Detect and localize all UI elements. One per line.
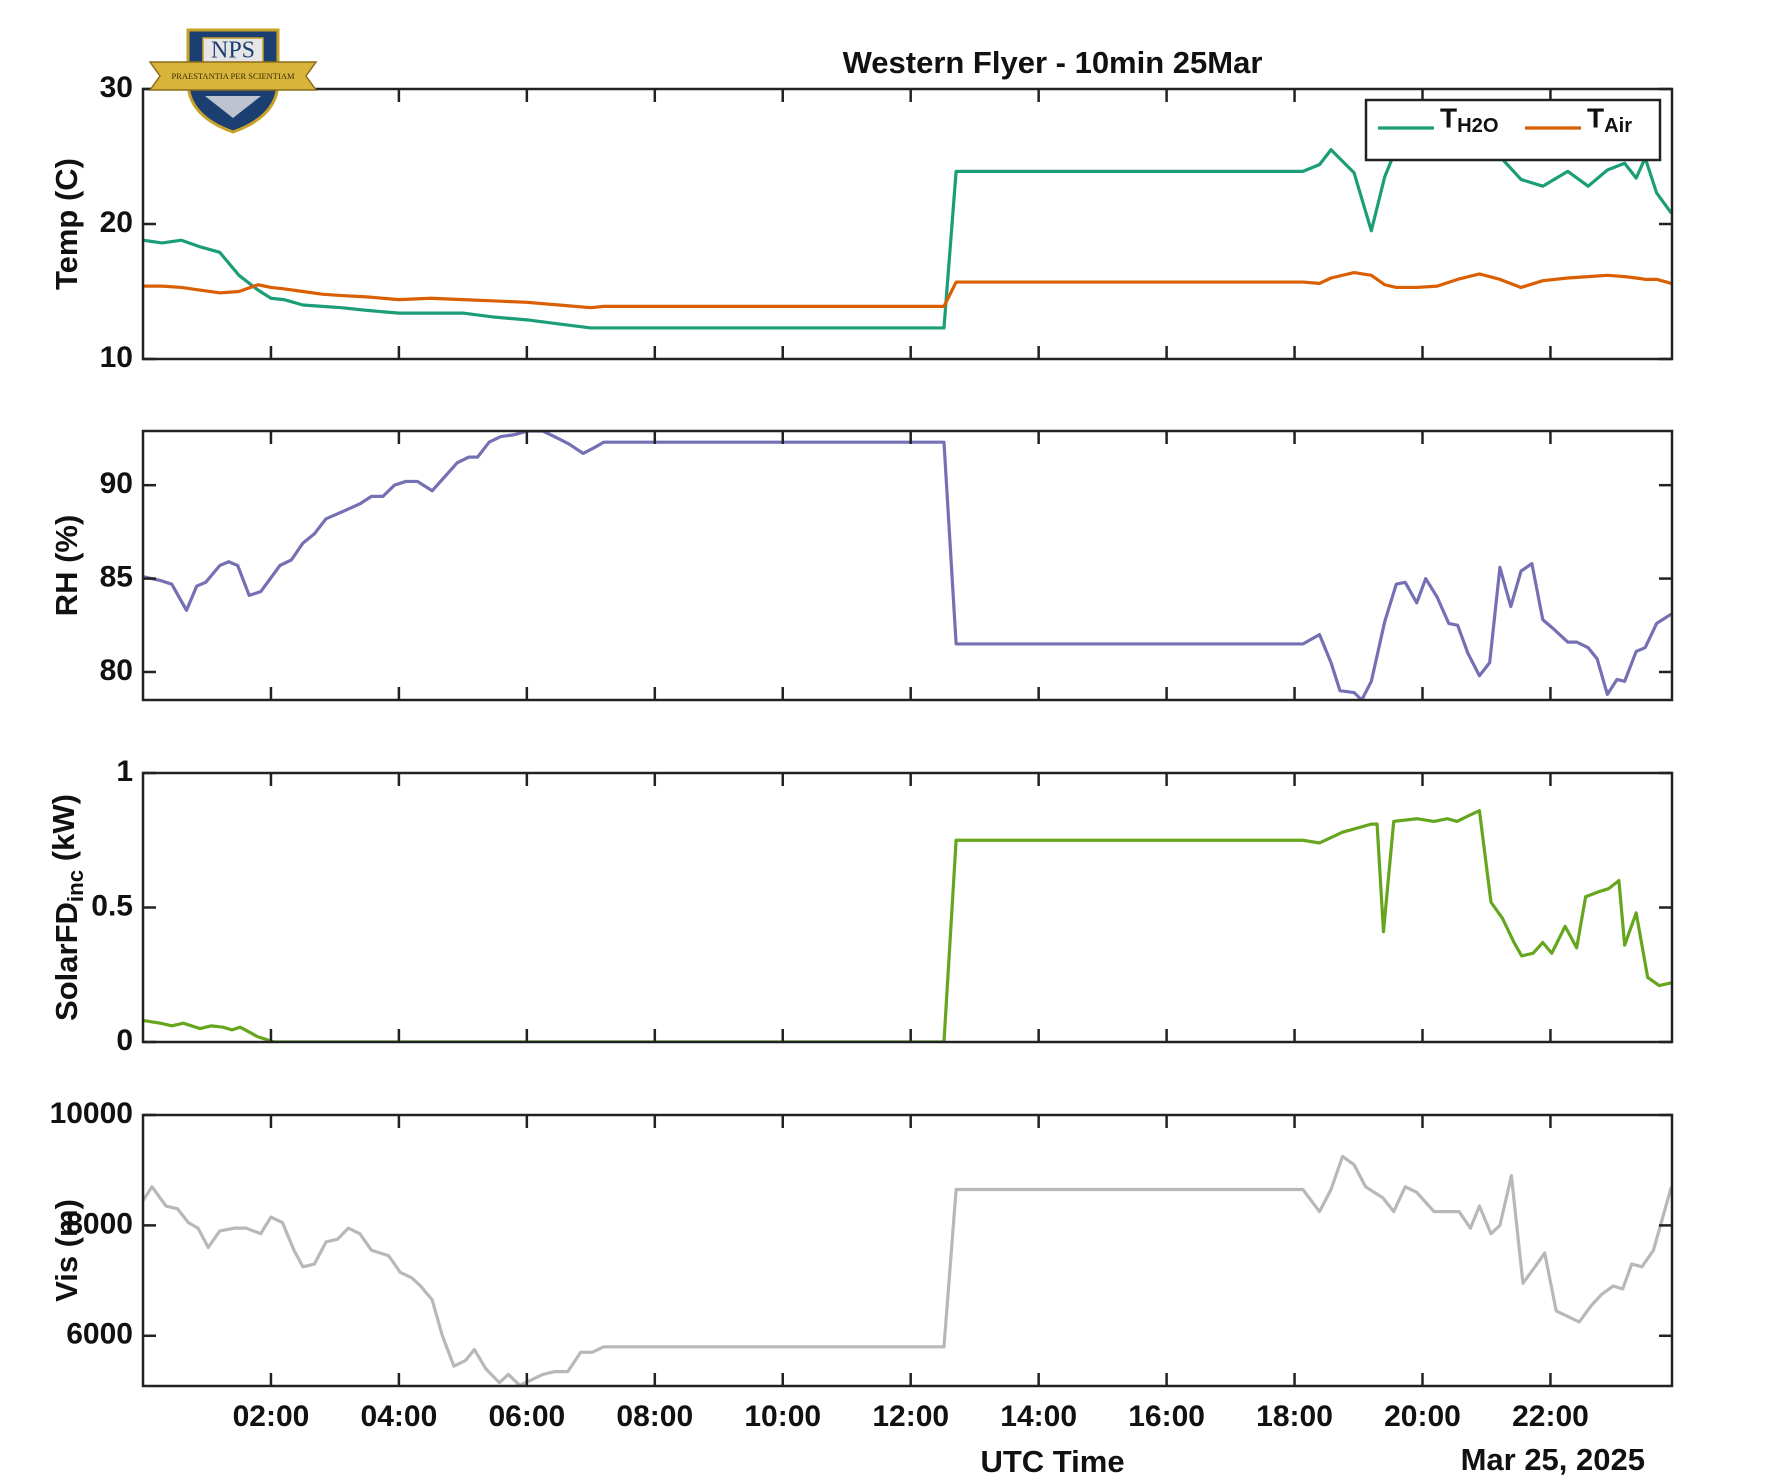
x-tick-label: 22:00 — [1512, 1400, 1589, 1433]
data-line — [143, 431, 1672, 700]
data-line — [143, 130, 1672, 330]
x-tick-label: 06:00 — [488, 1400, 565, 1433]
panel: 0 0.5 1 SolarFDinc (kW) — [46, 755, 1674, 1057]
legend-box — [1364, 98, 1662, 162]
logo: NPS PRAESTANTIA PER SCIENTIAM — [148, 28, 318, 134]
logo-text: NPS — [211, 38, 255, 64]
y-axis-label: SolarFDinc (kW) — [46, 794, 88, 1021]
x-tick-label: 08:00 — [616, 1400, 693, 1433]
axes-frame — [141, 429, 1674, 702]
y-tick-label: 30 — [100, 71, 133, 104]
chart-title: Western Flyer - 10min 25Mar — [843, 45, 1263, 80]
data-line — [143, 1154, 1672, 1386]
x-axis-label: UTC Time — [980, 1444, 1124, 1476]
x-tick-label: 16:00 — [1128, 1400, 1205, 1433]
y-tick-label: 85 — [100, 560, 133, 593]
y-tick-label: 0.5 — [91, 889, 133, 922]
x-tick-label: 18:00 — [1256, 1400, 1333, 1433]
x-tick-label: 02:00 — [233, 1400, 310, 1433]
plot-area — [143, 773, 1672, 1042]
plot-area — [143, 431, 1672, 700]
x-tick-label: 12:00 — [872, 1400, 949, 1433]
x-tick-label: 04:00 — [361, 1400, 438, 1433]
date-label: Mar 25, 2025 — [1461, 1442, 1645, 1476]
y-tick-label: 8000 — [66, 1207, 133, 1240]
y-tick-label: 6000 — [66, 1318, 133, 1351]
y-tick-label: 80 — [100, 654, 133, 687]
plot-area — [143, 1115, 1672, 1386]
y-tick-label: 0 — [116, 1024, 133, 1057]
y-axis-label: RH (%) — [49, 515, 84, 617]
data-line — [143, 271, 1672, 310]
y-axis-label: Vis (m) — [49, 1199, 84, 1302]
panel: 80 85 90 RH (%) — [49, 429, 1674, 702]
x-tick-label: 20:00 — [1384, 1400, 1461, 1433]
y-tick-label: 1 — [116, 755, 133, 788]
logo-emblem — [205, 96, 261, 118]
logo-motto: PRAESTANTIA PER SCIENTIAM — [171, 71, 294, 81]
y-axis-label: Temp (C) — [49, 158, 84, 290]
data-line — [143, 809, 1672, 1042]
y-tick-label: 90 — [100, 467, 133, 500]
x-tick-label: 14:00 — [1000, 1400, 1077, 1433]
axes-frame — [141, 1113, 1674, 1388]
y-tick-label: 10000 — [50, 1097, 133, 1130]
y-tick-label: 10 — [100, 341, 133, 374]
x-tick-label: 10:00 — [744, 1400, 821, 1433]
panel: 6000 8000 10000 02:00 04:00 06:00 08:00 10:00 12… — [49, 1097, 1674, 1479]
logo-plate — [202, 37, 264, 65]
logo-ribbon — [148, 61, 318, 91]
y-tick-label: 20 — [100, 206, 133, 239]
panel: 10 20 30 Temp (C) Western Flyer - 10min 25Ma… — [49, 45, 1674, 374]
